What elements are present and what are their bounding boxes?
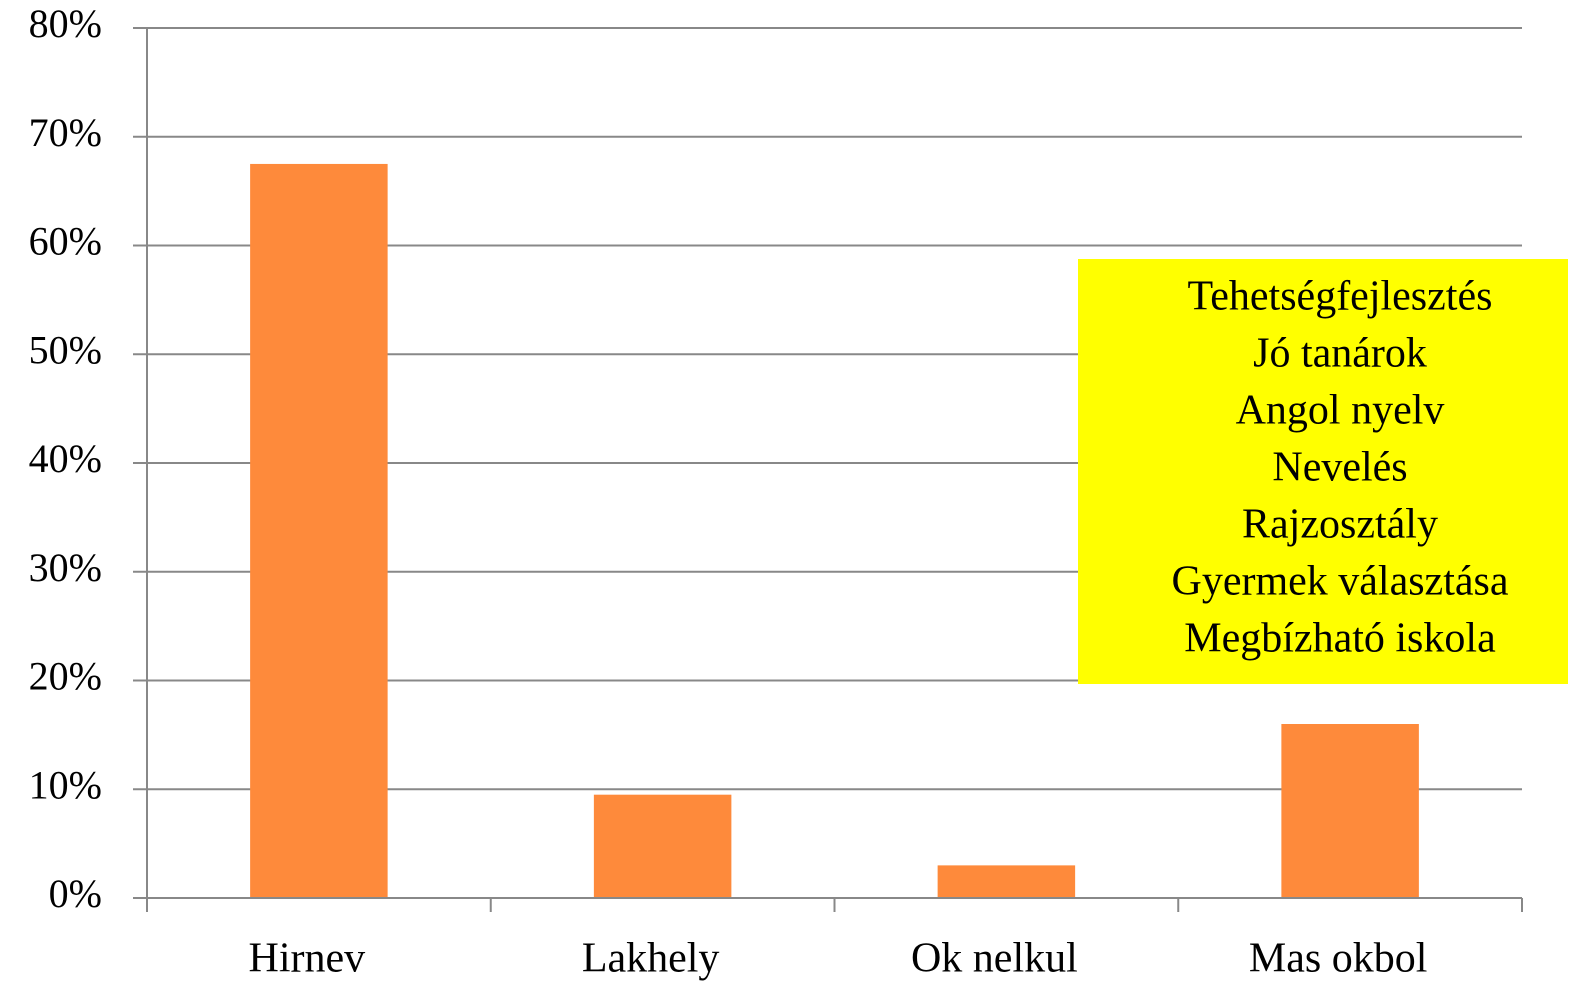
x-tick-label: Ok nelkul xyxy=(911,936,1078,982)
annotation-box xyxy=(1078,259,1568,684)
y-tick-label: 60% xyxy=(29,219,102,264)
annotation-line: Jó tanárok xyxy=(1253,331,1427,377)
y-tick-label: 0% xyxy=(49,871,102,916)
x-tick-label: Lakhely xyxy=(582,936,720,982)
y-tick-label: 40% xyxy=(29,436,102,481)
y-tick-label: 30% xyxy=(29,545,102,590)
y-tick-label: 70% xyxy=(29,110,102,155)
annotation-line: Gyermek választása xyxy=(1171,559,1508,605)
bar xyxy=(593,794,732,898)
annotation-line: Megbízható iskola xyxy=(1184,616,1496,662)
bar xyxy=(250,163,388,898)
annotation-line: Angol nyelv xyxy=(1236,388,1445,434)
annotation-line: Nevelés xyxy=(1272,445,1407,491)
x-tick-label: Hirnev xyxy=(249,936,366,982)
bar xyxy=(937,865,1076,898)
y-tick-label: 80% xyxy=(29,1,102,46)
y-tick-label: 50% xyxy=(29,327,102,372)
x-tick-label: Mas okbol xyxy=(1249,936,1428,982)
bar xyxy=(1281,724,1419,898)
annotation-line: Rajzosztály xyxy=(1242,502,1438,548)
annotation-line: Tehetségfejlesztés xyxy=(1188,274,1493,320)
y-tick-label: 20% xyxy=(29,654,102,699)
y-tick-label: 10% xyxy=(29,762,102,807)
